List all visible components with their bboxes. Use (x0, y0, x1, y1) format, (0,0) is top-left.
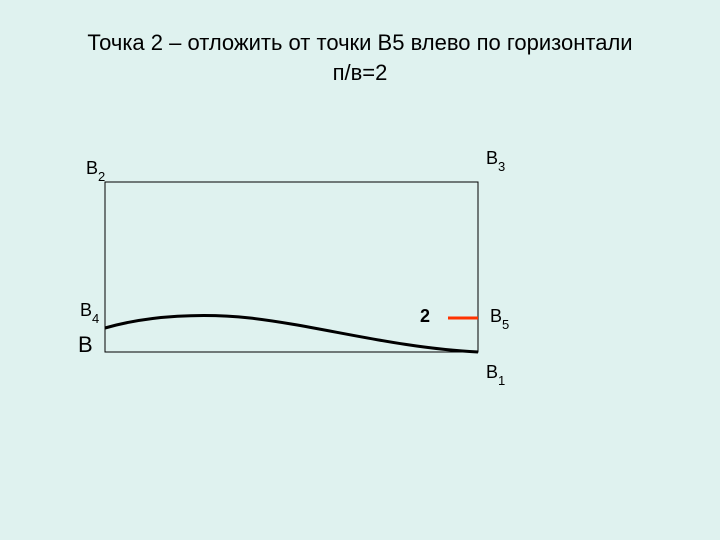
label-B: В (78, 332, 93, 360)
label-B1: В1 (486, 362, 505, 386)
label-B2: В2 (86, 158, 105, 182)
label-point-2: 2 (420, 306, 430, 330)
label-B5: В5 (490, 306, 509, 330)
label-B3: В3 (486, 148, 505, 172)
pattern-diagram (0, 0, 720, 540)
label-B4: В4 (80, 300, 99, 324)
